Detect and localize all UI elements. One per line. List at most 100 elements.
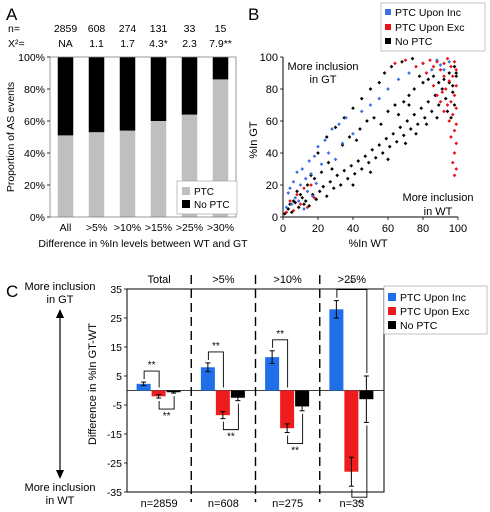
panel-a-n-value: 131 [150,23,168,35]
point-series-2-58 [382,71,387,75]
point-series-0-27 [351,131,355,136]
bar-c-series-0-group-0 [136,383,151,391]
point-series-2-98 [319,170,324,175]
point-series-2-6 [303,199,308,203]
panel-a-category-label: >30% [207,222,234,234]
point-series-1-26 [445,103,450,107]
panel-c-ytick-label: 35 [110,284,122,296]
panel-a-chi-value: 4.3* [149,38,168,50]
panel-b-xtick-label: 100 [449,223,467,235]
legend-label-ptc-upon-inc: PTC Upon Inc [395,7,461,19]
point-series-0-26 [344,115,348,120]
point-series-1-11 [431,64,436,69]
point-series-2-18 [345,176,350,181]
point-series-2-67 [424,122,429,127]
panel-c-ytick-label: -5 [113,400,122,412]
panel-b-ytick-label: 60 [266,116,278,128]
point-series-1-28 [450,112,455,117]
panel-a-n-value: 274 [119,23,137,35]
point-series-2-56 [368,87,373,91]
point-series-2-83 [407,93,411,98]
point-series-2-66 [414,131,418,136]
panel-a-chi-value: 7.9** [209,38,232,50]
point-series-1-24 [452,93,457,98]
bar-c-series-0-group-3 [329,309,344,391]
point-series-2-87 [386,109,390,114]
point-series-1-2 [291,208,296,213]
panel-c-ytick-label: -35 [107,487,122,499]
legend-swatch-ptc-upon-exc [385,24,391,30]
point-series-2-81 [417,74,422,79]
bar-ptc-3 [150,121,167,217]
point-series-1-22 [440,90,445,95]
point-series-2-100 [305,183,310,187]
point-series-2-27 [377,143,382,147]
point-series-1-25 [449,99,453,104]
point-series-1-9 [421,61,425,66]
bar-no-ptc-5 [212,57,229,80]
point-series-2-61 [410,56,415,61]
point-series-0-4 [291,179,296,184]
point-series-2-29 [384,136,389,141]
point-series-1-6 [305,205,310,210]
point-series-0-33 [407,71,411,75]
significance-label: ** [148,360,156,371]
point-series-2-59 [389,64,394,69]
point-series-2-79 [426,77,431,82]
point-series-1-43 [414,64,418,69]
point-series-0-7 [296,199,301,203]
point-series-2-71 [452,103,457,107]
more-wt-2: in WT [46,495,75,507]
bar-c-series-1-group-3 [344,390,359,472]
panel-b-xtick-label: 60 [382,223,394,235]
point-series-2-88 [393,103,397,107]
point-series-0-0 [284,205,289,210]
point-series-0-28 [359,109,364,114]
panel-a-category-label: >5% [86,222,107,234]
point-series-1-32 [449,135,453,139]
panel-b-points [282,56,459,216]
legend-label-c-inc: PTC Upon Inc [400,292,466,304]
point-series-0-10 [302,207,306,211]
point-series-1-29 [447,119,452,123]
bar-c-series-0-group-1 [200,367,215,391]
point-series-2-16 [338,183,343,187]
panel-b-ytick-label: 100 [260,52,278,64]
point-series-1-19 [450,74,455,79]
bar-c-series-0-group-2 [265,357,280,391]
panel-c-group-label: >10% [273,274,302,286]
legend-label-c-exc: PTC Upon Exc [400,306,469,318]
legend-swatch-c-exc [388,307,396,315]
annotation-more-gt-2: in GT [310,74,337,86]
point-series-0-8 [298,183,303,187]
point-series-2-93 [347,135,352,139]
point-series-2-74 [452,64,457,69]
point-series-2-36 [408,127,413,131]
point-series-0-25 [340,141,345,146]
point-series-2-38 [415,122,420,127]
panel-b-axes: 0 20 40 60 80 100 0 20 40 60 80 100 [260,52,468,235]
point-series-2-69 [445,109,450,114]
panel-a-chi-labels: X²= [8,38,25,50]
point-series-0-2 [288,186,292,191]
point-series-0-30 [377,96,382,101]
significance-bracket [207,351,224,388]
panel-a-label: A [6,5,18,24]
panel-c-n-label: n=2859 [141,498,178,510]
point-series-0-31 [386,87,390,91]
panel-b: B 0 20 40 60 80 100 0 20 40 60 80 100 %In GT %In WT… [248,2,486,250]
point-series-1-15 [445,56,450,61]
n-prefix: n= [8,23,20,35]
panel-c-n-label: n=275 [272,498,303,510]
significance-bracket [158,396,175,410]
legend-swatch-ptc [182,187,190,195]
significance-label: * [350,279,354,290]
point-series-2-24 [366,160,371,165]
point-series-2-96 [326,160,331,165]
point-series-2-91 [407,103,411,107]
panel-a-chi-value: NA [58,38,73,50]
point-series-2-94 [354,138,359,143]
panel-c-ytick-label: 25 [110,313,122,325]
panel-c-ytick-label: -15 [107,429,122,441]
